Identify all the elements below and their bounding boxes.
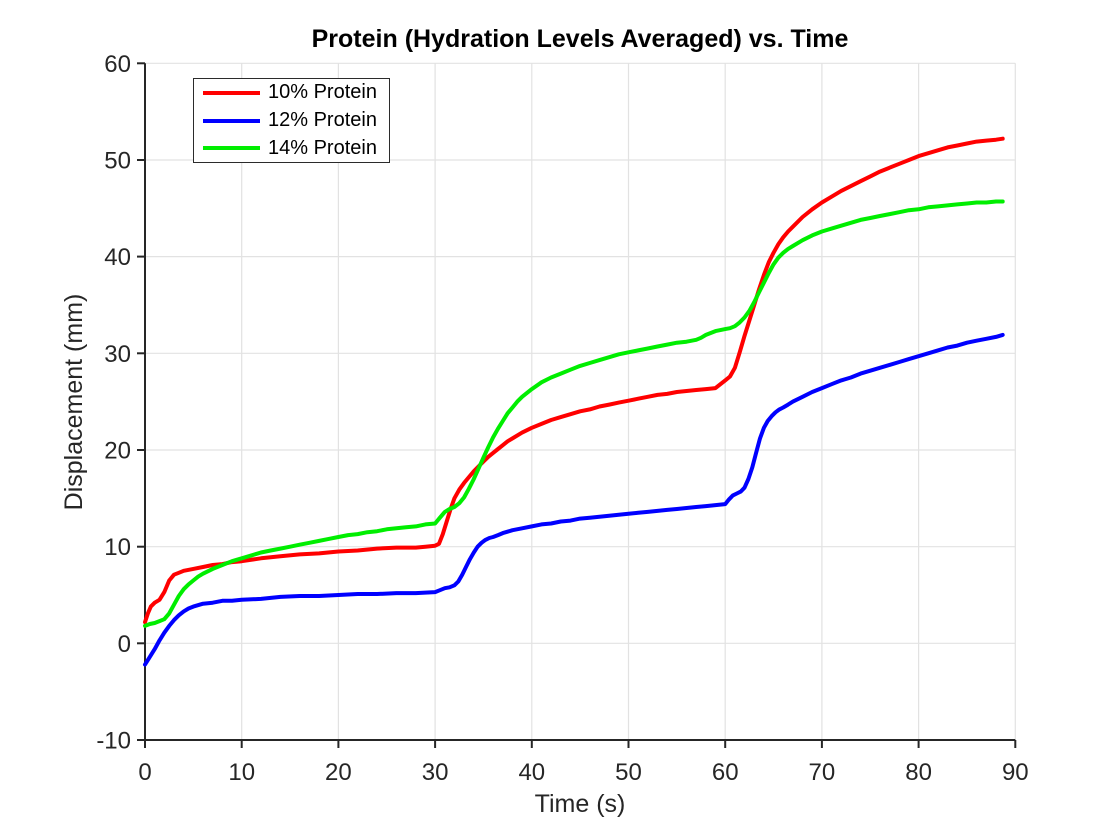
x-tick-label: 60 <box>712 759 739 786</box>
axes <box>137 62 1017 748</box>
x-tick-label: 90 <box>1002 759 1029 786</box>
x-tick-label: 30 <box>422 759 449 786</box>
x-tick-label: 50 <box>615 759 642 786</box>
series-lines <box>143 136 1005 667</box>
legend: 10% Protein 12% Protein 14% Protein <box>193 78 390 163</box>
x-tick-label: 0 <box>138 759 151 786</box>
y-tick-label: -10 <box>96 728 131 755</box>
x-tick-label: 20 <box>325 759 352 786</box>
y-axis-label: Displacement (mm) <box>60 294 88 511</box>
x-tick-label: 80 <box>905 759 932 786</box>
legend-label-10-protein: 10% Protein <box>268 81 377 104</box>
y-tick-label: 40 <box>104 244 131 271</box>
y-tick-label: 10 <box>104 534 131 561</box>
x-tick-label: 70 <box>809 759 836 786</box>
x-tick-label: 10 <box>228 759 255 786</box>
series-line-14-protein <box>143 199 1005 628</box>
y-tick-label: 50 <box>104 148 131 175</box>
legend-item-12-protein: 12% Protein <box>194 107 389 135</box>
tick-labels: 0 10 20 30 40 50 60 70 80 90 -10 0 10 20 30 40 50 60 <box>96 51 1028 786</box>
legend-label-12-protein: 12% Protein <box>268 109 377 131</box>
series-line-10-protein <box>143 136 1005 625</box>
y-tick-label: 20 <box>104 438 131 465</box>
series-line-12-protein <box>143 332 1005 667</box>
legend-swatch-12-protein <box>203 118 260 123</box>
legend-label-14-protein: 14% Protein <box>268 136 377 159</box>
y-tick-label: 60 <box>104 51 131 78</box>
x-tick-label: 40 <box>518 759 545 786</box>
legend-swatch-10-protein <box>203 90 260 95</box>
legend-swatch-14-protein <box>203 146 260 151</box>
y-tick-label: 30 <box>104 341 131 368</box>
legend-item-14-protein: 14% Protein <box>194 134 389 162</box>
y-tick-label: 0 <box>118 631 131 658</box>
x-axis-label: Time (s) <box>535 790 626 818</box>
legend-item-10-protein: 10% Protein <box>194 79 389 107</box>
chart-title: Protein (Hydration Levels Averaged) vs. … <box>312 25 849 53</box>
gridlines <box>145 62 1016 740</box>
